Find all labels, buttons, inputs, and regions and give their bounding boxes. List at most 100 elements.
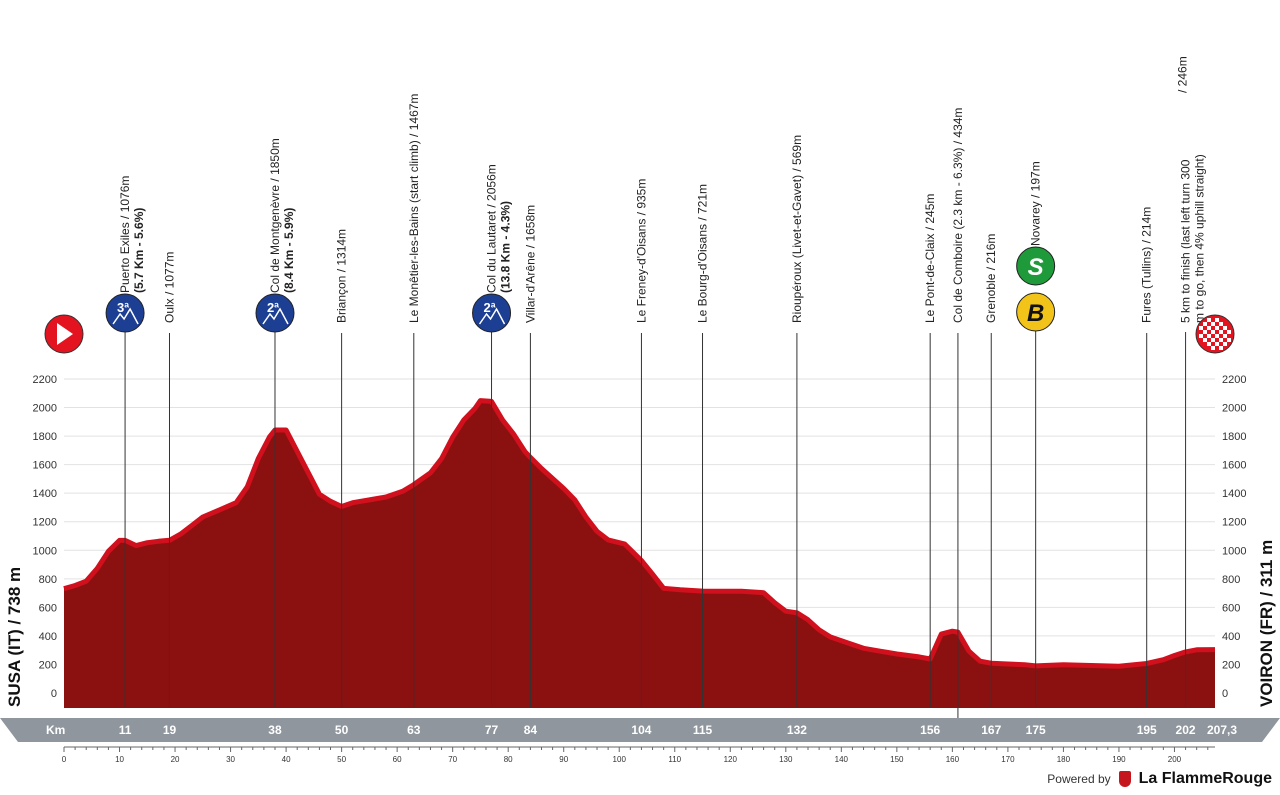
- checker-square: [1223, 342, 1227, 346]
- km-marker: 11: [119, 723, 132, 737]
- finish-flag-icon: [1195, 314, 1235, 354]
- waypoint-label: Fures (Tullins) / 214m: [1140, 207, 1154, 323]
- waypoint-label: Col de Comboire (2.3 km - 6.3%) / 434m: [951, 108, 965, 323]
- x-tick-label: 180: [1057, 755, 1071, 764]
- bonus-badge: [1016, 292, 1056, 332]
- km-marker: 38: [268, 723, 282, 737]
- x-tick-label: 140: [835, 755, 849, 764]
- y-tick-label-right: 1200: [1222, 517, 1246, 529]
- y-tick-label-left: 1400: [33, 488, 57, 500]
- checker-square: [1223, 326, 1227, 330]
- y-tick-label-right: 2200: [1222, 374, 1246, 386]
- x-tick-label: 110: [668, 755, 681, 764]
- y-tick-label-left: 1600: [33, 460, 57, 472]
- waypoint-icons: 3ª 2ª 2ª SB: [105, 246, 1235, 354]
- y-tick-label-left: 2200: [33, 374, 57, 386]
- mountain-shape: [478, 307, 506, 325]
- y-tick-label-right: 1000: [1222, 545, 1246, 557]
- waypoint-label: Rioupéroux (Livet-et-Gavet) / 569m: [790, 135, 804, 323]
- elevation-area: [64, 399, 1215, 708]
- y-tick-label-left: 1200: [33, 517, 57, 529]
- finish-label: VOIRON (FR) / 311 m: [1257, 540, 1276, 707]
- x-tick-label: 170: [1001, 755, 1015, 764]
- km-marker: 104: [631, 723, 651, 737]
- km-marker: 161: [948, 741, 968, 755]
- y-axis-left: 0 200 400 600 800 1000 1200 1400 1600 1800 2000 220…: [33, 374, 57, 700]
- mountain-climb-icon: 3ª: [105, 293, 145, 333]
- waypoint-label: Grenoble / 216m: [984, 234, 998, 323]
- checker-square: [1211, 346, 1215, 350]
- x-tick-label: 200: [1168, 755, 1182, 764]
- climb-badge: [255, 293, 295, 333]
- flame-logo-icon: [1118, 771, 1131, 787]
- y-tick-label-right: 1800: [1222, 431, 1246, 443]
- y-tick-label-left: 800: [39, 574, 57, 586]
- climb-category: 3ª: [117, 300, 129, 315]
- footer: Powered by La FlammeRouge: [1047, 770, 1272, 788]
- mountain-shape: [262, 307, 289, 325]
- waypoint-detail: (5.7 Km - 5.6%): [132, 208, 146, 293]
- checker-square: [1203, 322, 1207, 326]
- km-marker: 175: [1026, 723, 1046, 737]
- climb-category: 2ª: [484, 300, 496, 315]
- km-marker: 84: [524, 723, 538, 737]
- waypoint-labels: Puerto Exiles / 1076m (5.7 Km - 5.6%) Oulx…: [118, 56, 1206, 323]
- checker-square: [1207, 342, 1211, 346]
- x-tick-label: 70: [448, 755, 457, 764]
- x-axis: 0 10 20 30 40 50 60 70 80 90 100 110 120 130 140 150 160…: [62, 746, 1215, 764]
- y-tick-label-right: 2000: [1222, 403, 1246, 415]
- waypoint-label: Col de Montgenèvre / 1850m: [268, 138, 282, 293]
- sprint-bonus-icon: SB: [1016, 246, 1056, 332]
- checker-square: [1203, 330, 1207, 334]
- x-tick-label: 100: [613, 755, 627, 764]
- waypoint-detail: (8.4 Km - 5.9%): [282, 208, 296, 293]
- y-tick-label-right: 1400: [1222, 488, 1246, 500]
- y-tick-label-left: 1000: [33, 545, 57, 557]
- checker-square: [1207, 326, 1211, 330]
- checker-square: [1219, 330, 1223, 334]
- checker-square: [1199, 326, 1203, 330]
- waypoint-label: Le Bourg-d'Oisans / 721m: [696, 184, 710, 323]
- sprint-badge: [1016, 246, 1056, 286]
- x-tick-label: 190: [1112, 755, 1126, 764]
- waypoint-detail: (13.8 Km - 4.3%): [499, 201, 513, 293]
- x-tick-label: 150: [890, 755, 904, 764]
- waypoint-label: Puerto Exiles / 1076m: [118, 176, 132, 293]
- waypoint-label: Novarey / 197m: [1029, 161, 1043, 246]
- km-marker: 115: [693, 723, 713, 737]
- brand-name: La FlammeRouge: [1138, 770, 1272, 787]
- km-band: Km: [0, 718, 1280, 742]
- checker-square: [1211, 322, 1215, 326]
- y-tick-label-right: 200: [1222, 659, 1240, 671]
- y-tick-label-left: 600: [39, 602, 57, 614]
- waypoint-label-line2: m to go, then 4% uphill straight): [1193, 154, 1207, 323]
- waypoint-label: Oulx / 1077m: [162, 252, 176, 323]
- checker-square: [1219, 346, 1223, 350]
- y-tick-label-right: 800: [1222, 574, 1240, 586]
- bonus-letter: B: [1027, 300, 1044, 327]
- checker-square: [1211, 330, 1215, 334]
- x-tick-label: 60: [393, 755, 402, 764]
- x-tick-label: 160: [946, 755, 960, 764]
- km-marker: 156: [920, 723, 940, 737]
- km-marker: 50: [335, 723, 349, 737]
- waypoint-label-line3: / 246m: [1176, 56, 1190, 93]
- y-tick-label-left: 200: [39, 659, 57, 671]
- y-tick-label-left: 0: [51, 688, 57, 700]
- checker-square: [1207, 334, 1211, 338]
- climb-badge: [105, 293, 145, 333]
- waypoint-label: Le Monêtier-les-Bains (start climb) / 14…: [407, 94, 421, 323]
- checker-square: [1215, 326, 1219, 330]
- x-tick-label: 10: [115, 755, 124, 764]
- checker-square: [1219, 338, 1223, 342]
- x-tick-label: 130: [779, 755, 793, 764]
- climb-badge: [472, 293, 512, 333]
- waypoint-label: Col du Lautaret / 2056m: [485, 164, 499, 293]
- km-marker: 195: [1137, 723, 1157, 737]
- waypoint-label: Briançon / 1314m: [335, 229, 349, 323]
- waypoint-label: Le Freney-d'Oisans / 935m: [634, 179, 648, 323]
- checker-square: [1199, 334, 1203, 338]
- y-tick-label-right: 1600: [1222, 460, 1246, 472]
- y-tick-label-left: 1800: [33, 431, 57, 443]
- checker-square: [1215, 318, 1219, 322]
